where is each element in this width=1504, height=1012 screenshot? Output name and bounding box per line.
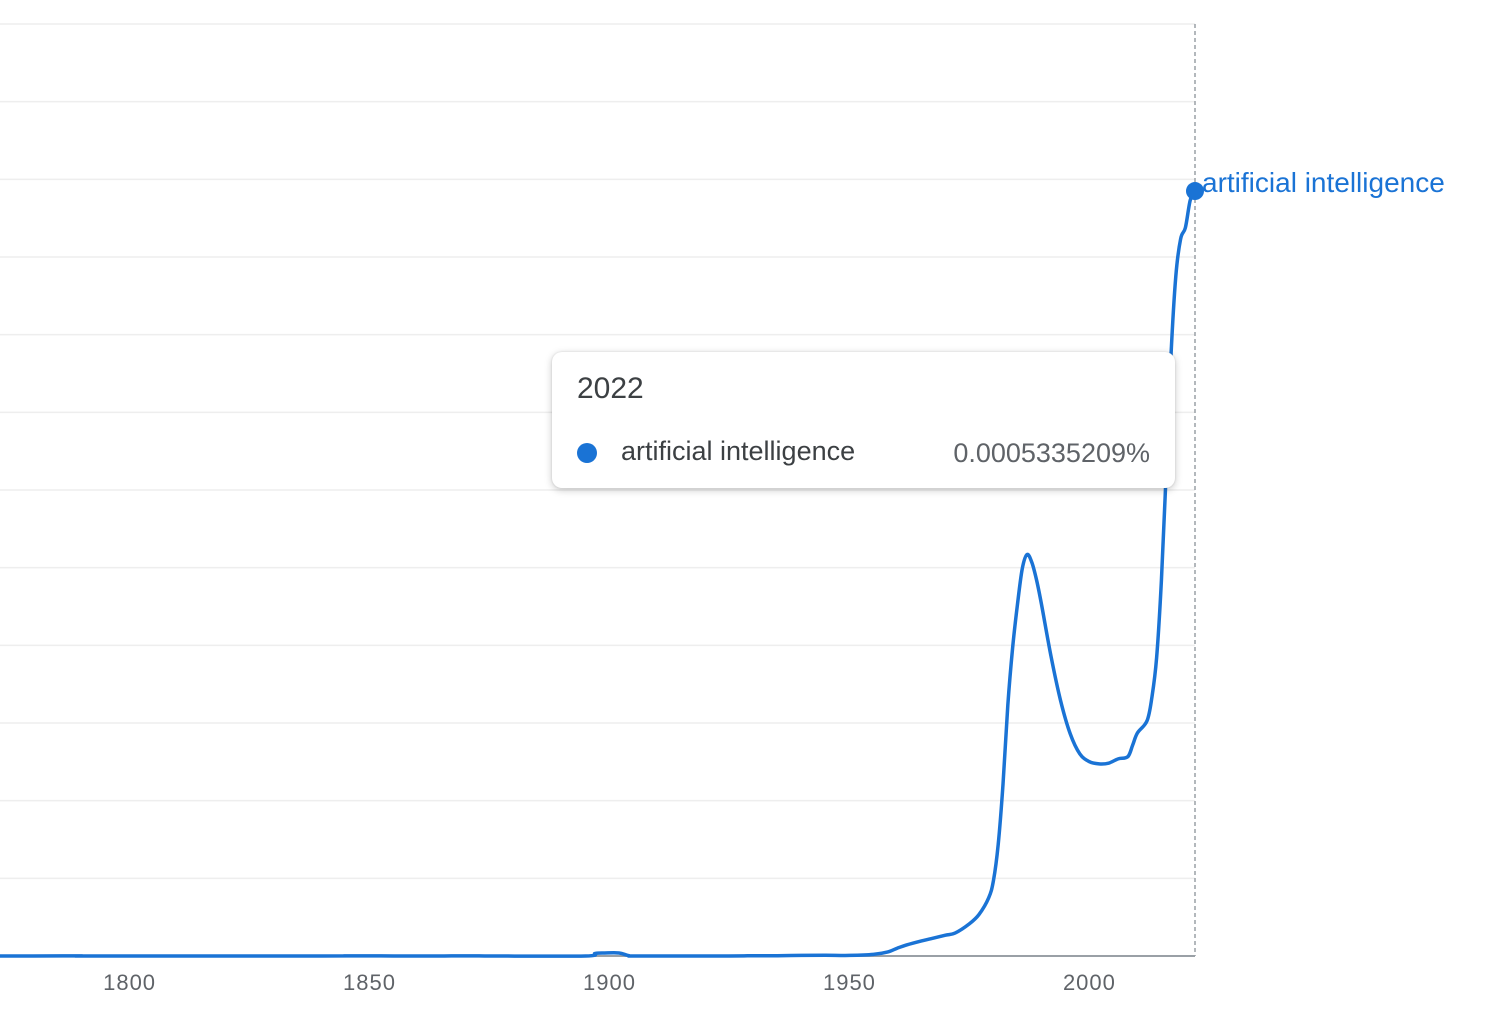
series-end-point[interactable] — [1186, 182, 1204, 201]
series-line-artificial-intelligence — [0, 189, 1197, 958]
tooltip-series-dot — [577, 443, 597, 463]
x-tick-labels: 1800 1850 1900 1950 2000 — [103, 970, 1116, 995]
x-tick-label: 1850 — [343, 970, 396, 995]
x-tick-label: 2000 — [1063, 970, 1116, 995]
x-tick-label: 1950 — [823, 970, 876, 995]
hover-tooltip: 2022 artificial intelligence 0.000533520… — [552, 352, 1175, 488]
tooltip-series-value: 0.0005335209% — [953, 438, 1150, 468]
x-tick-label: 1900 — [583, 970, 636, 995]
series-group: artificial intelligence — [0, 167, 1445, 958]
tooltip-year: 2022 — [577, 372, 644, 405]
series-end-label: artificial intelligence — [1202, 167, 1445, 198]
tooltip-series-name: artificial intelligence — [621, 436, 856, 466]
x-tick-label: 1800 — [103, 970, 156, 995]
